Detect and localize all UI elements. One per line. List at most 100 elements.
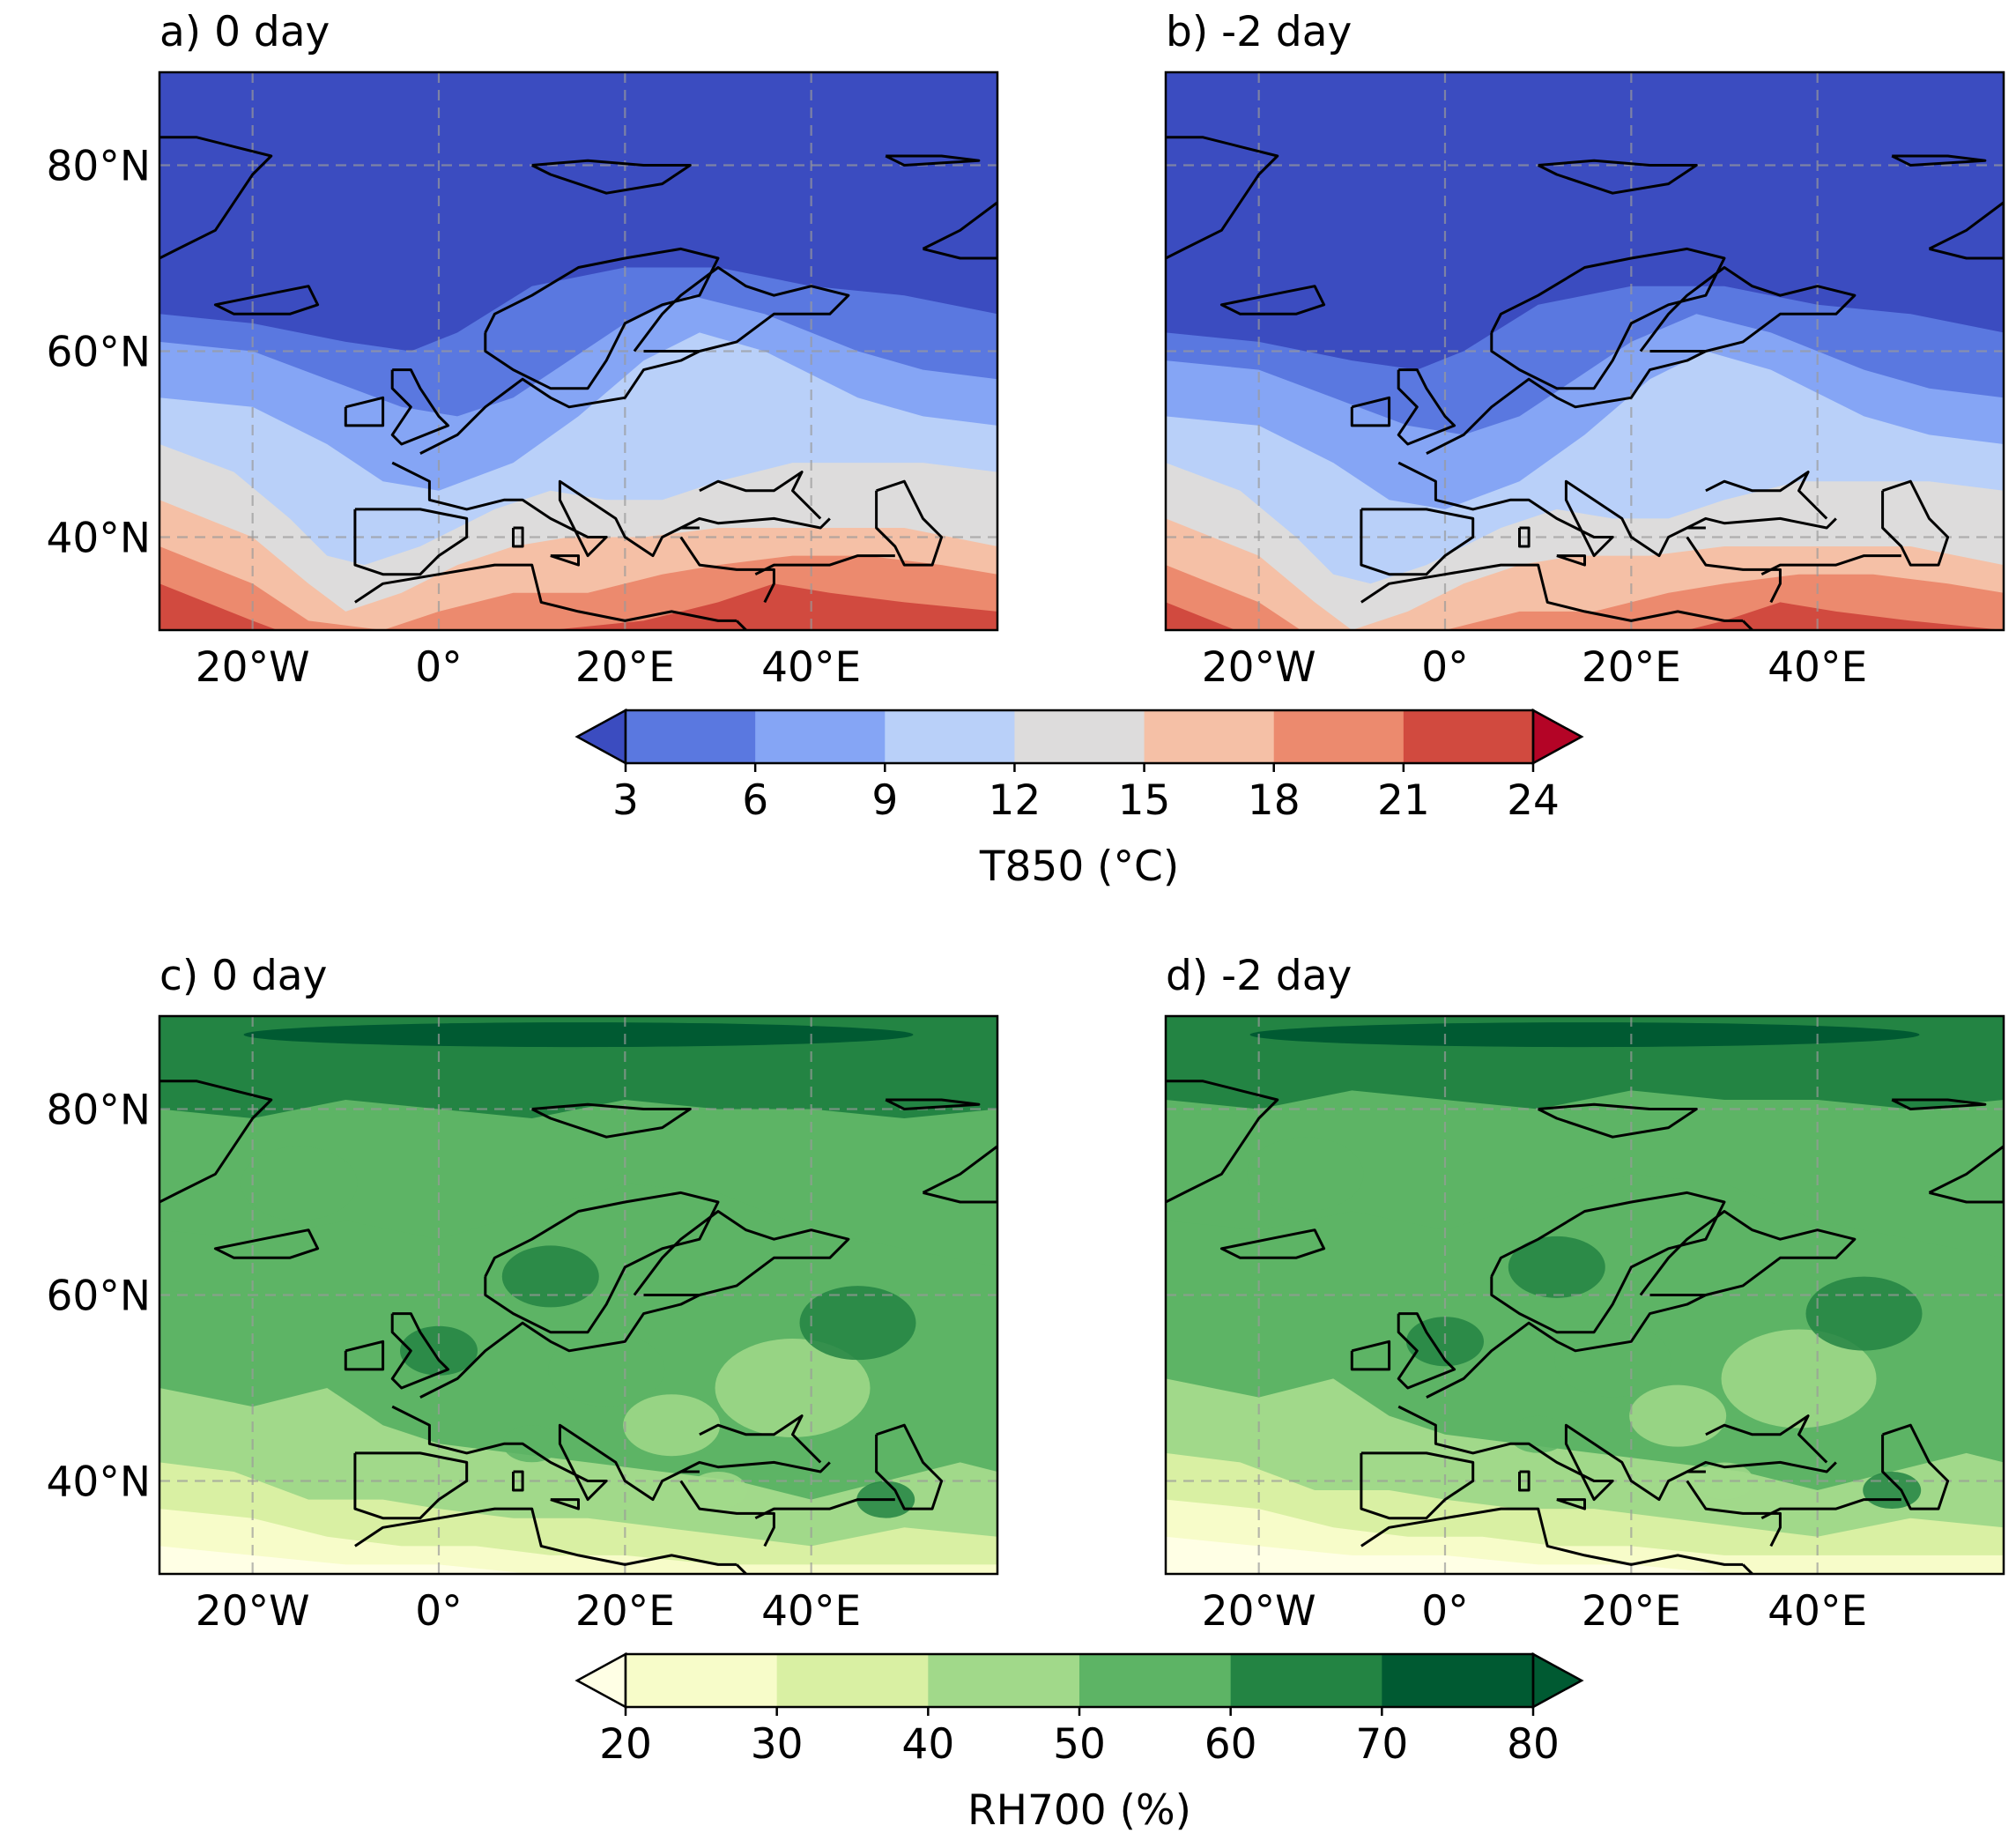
- colorbar-tick-label: 24: [1507, 776, 1560, 825]
- lat-tick-label: 60°N: [47, 329, 151, 377]
- colorbar-segment: [1144, 710, 1275, 763]
- coastline: [1426, 350, 1707, 455]
- lon-tick-label: 0°: [1421, 643, 1468, 692]
- panel-title: c) 0 day: [159, 952, 327, 1000]
- field-blob: [623, 1394, 721, 1457]
- colorbar-tick-label: 30: [751, 1720, 804, 1769]
- colorbar-extend-high: [1531, 708, 1584, 766]
- coastline: [754, 1498, 895, 1520]
- colorbar-segment: [1014, 710, 1145, 763]
- colorbar-label-t850: T850 (°C): [979, 842, 1179, 891]
- coastlines: [159, 1080, 997, 1574]
- field-blob: [243, 1022, 914, 1048]
- colorbar-segment: [928, 1654, 1080, 1707]
- coastline: [391, 461, 700, 558]
- map-axis-ticks: 20°W 0° 20°E 40°E: [1202, 643, 1867, 692]
- coastline: [390, 368, 450, 446]
- map-axis-ticks: 20°W 0° 20°E 40°E: [1202, 1587, 1867, 1636]
- coastline: [1705, 1414, 1828, 1464]
- map-frame: [1164, 1014, 2005, 1576]
- lat-tick-label: 80°N: [47, 1087, 151, 1135]
- coastline: [680, 1460, 831, 1473]
- colorbar-segment: [776, 1654, 929, 1707]
- coastline: [1397, 461, 1706, 558]
- contour-band: [159, 1509, 997, 1574]
- colorbar-segment: [1403, 710, 1534, 763]
- field-blob: [1721, 1329, 1877, 1429]
- coastline: [1490, 247, 1726, 390]
- coastline: [531, 159, 692, 195]
- coastline: [679, 1480, 775, 1547]
- coastline: [1686, 1480, 1782, 1547]
- coastline: [1881, 1423, 1950, 1510]
- temperature-field: [159, 72, 997, 630]
- colorbar-extend-low: [574, 1651, 627, 1710]
- field-blob: [715, 1339, 871, 1437]
- coastlines: [159, 136, 997, 630]
- coastline: [1705, 471, 1828, 520]
- colorbar-tick-label: 6: [742, 776, 768, 825]
- panel-b: b) -2 day 20°W 0° 20°E 40°E: [1164, 8, 2005, 692]
- coastline: [1928, 201, 2004, 260]
- field-blob: [689, 1472, 747, 1510]
- coastline: [1518, 526, 1531, 548]
- panel-title: a) 0 day: [159, 8, 330, 56]
- field-blob: [241, 1146, 358, 1221]
- lon-tick-label: 20°E: [575, 1587, 675, 1636]
- lon-tick-label: 20°W: [1202, 1587, 1316, 1636]
- coastline: [699, 471, 822, 520]
- coastline: [484, 247, 720, 390]
- coastline: [159, 1080, 273, 1204]
- contour-band: [159, 1546, 626, 1574]
- coastlines: [1166, 136, 2004, 630]
- coastline: [1360, 1451, 1475, 1520]
- contour-band: [1166, 602, 2004, 630]
- field-blob: [548, 1332, 665, 1406]
- panel-title: d) -2 day: [1166, 952, 1352, 1000]
- field-blob: [400, 1325, 478, 1376]
- field-blob: [1508, 1236, 1605, 1298]
- colorbar-tick-label: 50: [1053, 1720, 1106, 1769]
- field-blob: [1805, 1276, 1923, 1351]
- coastline: [419, 1294, 700, 1399]
- map-axis-ticks: 20°W 0° 20°E 40°E 80°N 60°N 40°N: [47, 1087, 862, 1636]
- panel-title: b) -2 day: [1166, 8, 1352, 56]
- coastline: [633, 266, 850, 353]
- map-frame: [158, 1014, 999, 1576]
- coastline: [512, 1470, 524, 1492]
- colorbar-t850: 3 6 9 12 15 18 21 24: [574, 708, 1584, 825]
- field-blob: [1695, 1462, 1753, 1500]
- colorbar-tick-label: 3: [612, 776, 639, 825]
- panel-c: c) 0 day 20°W 0° 20°E 40°E 80°N 60°N 40°N: [47, 952, 999, 1636]
- coastline: [419, 350, 700, 455]
- coastline: [390, 1312, 450, 1390]
- coastline: [633, 1210, 850, 1296]
- coastline: [1538, 1102, 1698, 1139]
- coastline: [550, 554, 580, 567]
- field-blob: [1629, 1384, 1727, 1447]
- lon-tick-label: 20°E: [575, 643, 675, 692]
- coastline: [1490, 1191, 1726, 1334]
- lon-tick-label: 0°: [1421, 1587, 1468, 1636]
- colorbar-tick-label: 70: [1355, 1720, 1408, 1769]
- coastline: [1891, 154, 1987, 167]
- coastline: [1360, 508, 1475, 576]
- coastline: [1760, 554, 1901, 576]
- colorbar-rh700: 20 30 40 50 60 70 80: [574, 1651, 1584, 1769]
- colorbar-segment: [626, 1654, 778, 1707]
- coastline: [1360, 563, 1744, 622]
- coastline: [354, 563, 737, 622]
- coastline: [1426, 1294, 1707, 1399]
- coastline: [699, 1414, 822, 1464]
- coastline: [885, 1098, 981, 1110]
- coastline: [344, 1340, 385, 1371]
- field-blob: [502, 1425, 561, 1463]
- coastline: [1350, 1340, 1391, 1371]
- field-blob: [1247, 1137, 1364, 1212]
- field-blob: [1249, 1022, 1920, 1048]
- coastline: [1397, 368, 1456, 446]
- colorbar-extend-low: [574, 708, 627, 766]
- colorbar-tick-label: 9: [871, 776, 898, 825]
- coastline: [512, 526, 524, 548]
